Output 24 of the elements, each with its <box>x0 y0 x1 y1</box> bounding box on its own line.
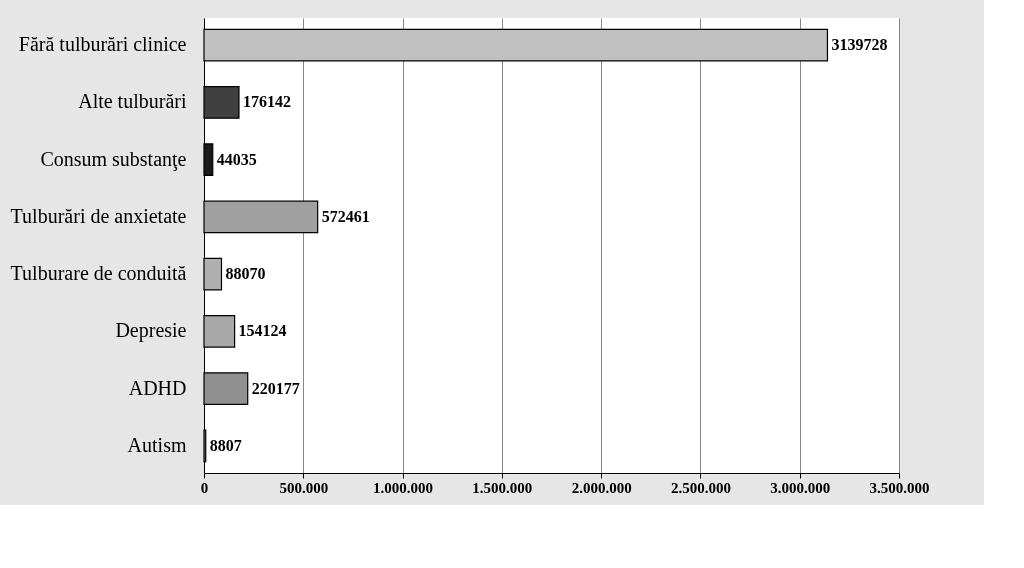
x-tick-label: 0 <box>200 479 209 496</box>
x-tick-label: 2.500.000 <box>670 479 731 496</box>
data-label: 88070 <box>225 265 266 283</box>
y-tick-label: Autism <box>127 433 187 456</box>
data-label: 176142 <box>242 93 291 111</box>
data-label: 220177 <box>251 379 300 397</box>
y-tick-label: Fără tulburări clinice <box>18 33 187 56</box>
x-tick-label: 2.000.000 <box>571 479 632 496</box>
x-tick-label: 3.500.000 <box>869 479 930 496</box>
y-tick-label: Consum substanţe <box>40 147 187 171</box>
y-tick-label: Alte tulburări <box>78 90 187 113</box>
x-tick-label: 1.000.000 <box>373 479 434 496</box>
data-label: 154124 <box>238 322 287 340</box>
data-label: 44035 <box>216 150 257 168</box>
y-tick-label: Tulburare de conduită <box>10 262 187 285</box>
data-label: 8807 <box>209 436 242 454</box>
data-label: 572461 <box>321 207 370 225</box>
y-tick-label: Tulburări de anxietate <box>10 204 187 227</box>
x-tick-label: 3.000.000 <box>770 479 831 496</box>
x-tick-label: 500.000 <box>279 479 329 496</box>
y-tick-label: Depresie <box>115 319 187 343</box>
x-tick-label: 1.500.000 <box>472 479 533 496</box>
y-tick-label: ADHD <box>128 376 187 399</box>
data-label: 3139728 <box>831 36 888 54</box>
